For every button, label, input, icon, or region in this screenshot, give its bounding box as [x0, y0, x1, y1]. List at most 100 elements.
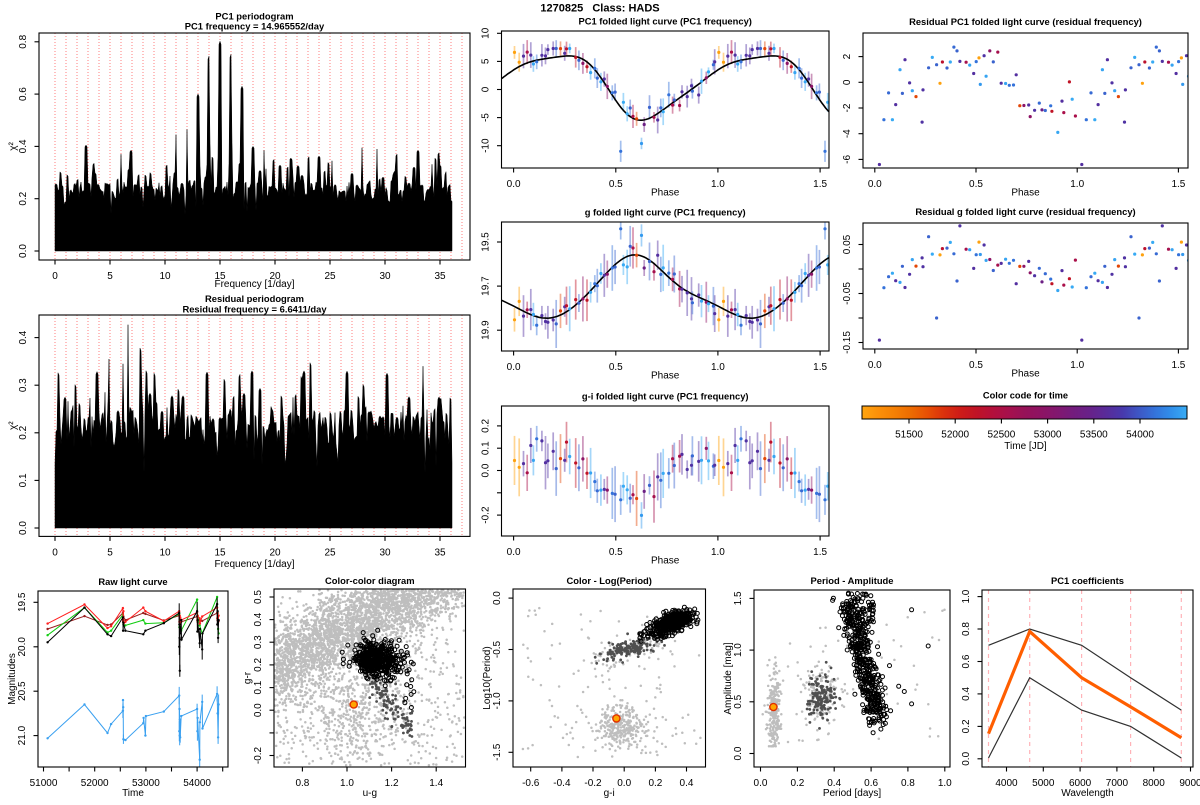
svg-text:0.6: 0.6	[961, 654, 972, 668]
svg-text:-1.0: -1.0	[492, 692, 503, 710]
svg-text:25: 25	[324, 547, 336, 558]
svg-text:Time: Time	[122, 788, 144, 799]
svg-text:0.1: 0.1	[253, 680, 264, 694]
svg-text:-4: -4	[842, 129, 853, 138]
svg-text:0.6: 0.6	[864, 778, 878, 789]
svg-text:1.4: 1.4	[429, 778, 443, 789]
svg-text:Frequency [1/day]: Frequency [1/day]	[214, 279, 294, 290]
svg-text:Color - Log(Period): Color - Log(Period)	[566, 575, 651, 586]
svg-text:30: 30	[379, 547, 391, 558]
svg-text:8000: 8000	[1143, 778, 1166, 789]
svg-text:1.0: 1.0	[711, 362, 725, 373]
svg-text:PC1 folded light curve (PC1 fr: PC1 folded light curve (PC1 frequency)	[578, 16, 751, 27]
svg-text:54000: 54000	[183, 778, 211, 789]
svg-text:54000: 54000	[1126, 430, 1154, 441]
svg-text:0.5: 0.5	[253, 590, 264, 604]
svg-text:0: 0	[52, 271, 58, 282]
svg-text:1.0: 1.0	[711, 179, 725, 190]
svg-text:52500: 52500	[987, 430, 1015, 441]
svg-text:g-i folded light curve (PC1 fr: g-i folded light curve (PC1 frequency)	[582, 391, 749, 402]
svg-text:0.2: 0.2	[961, 719, 972, 733]
svg-text:5: 5	[107, 271, 113, 282]
svg-text:1.0: 1.0	[733, 643, 744, 657]
svg-text:0.0: 0.0	[481, 463, 492, 477]
svg-text:0.0: 0.0	[733, 746, 744, 760]
svg-text:Time [JD]: Time [JD]	[1004, 441, 1047, 452]
svg-text:-0.2: -0.2	[253, 746, 264, 764]
svg-text:19.5: 19.5	[17, 592, 28, 612]
svg-text:Residual g folded light curve: Residual g folded light curve (residual …	[915, 206, 1135, 217]
svg-text:0.0: 0.0	[754, 778, 768, 789]
svg-text:0.2: 0.2	[253, 658, 264, 672]
svg-text:-0.2: -0.2	[584, 778, 602, 789]
svg-text:PC1 periodogram: PC1 periodogram	[215, 11, 293, 22]
svg-text:2: 2	[842, 53, 853, 59]
svg-text:1270825 Class: HADS: 1270825 Class: HADS	[540, 3, 659, 15]
svg-text:15: 15	[214, 271, 226, 282]
svg-text:Raw light curve: Raw light curve	[98, 576, 167, 587]
svg-text:5000: 5000	[1032, 778, 1055, 789]
svg-text:PC1 frequency = 14.965552/day: PC1 frequency = 14.965552/day	[185, 21, 325, 32]
svg-text:0.5: 0.5	[733, 694, 744, 708]
svg-text:0.4: 0.4	[961, 687, 972, 701]
svg-text:10: 10	[159, 547, 171, 558]
svg-text:0.5: 0.5	[609, 179, 623, 190]
svg-text:10: 10	[159, 271, 171, 282]
svg-text:0.1: 0.1	[18, 473, 29, 487]
svg-text:0.8: 0.8	[901, 778, 915, 789]
svg-text:Color-color diagram: Color-color diagram	[325, 575, 415, 586]
svg-text:53000: 53000	[132, 778, 160, 789]
svg-text:51000: 51000	[30, 778, 58, 789]
svg-text:0.4: 0.4	[18, 330, 29, 344]
svg-text:5: 5	[481, 58, 492, 64]
svg-text:0.2: 0.2	[481, 419, 492, 433]
svg-text:0: 0	[842, 79, 853, 85]
svg-text:0.0: 0.0	[492, 591, 503, 605]
svg-text:Residual frequency = 6.6411/da: Residual frequency = 6.6411/day	[182, 303, 327, 314]
svg-text:4000: 4000	[995, 778, 1018, 789]
svg-text:20.5: 20.5	[17, 681, 28, 701]
svg-text:7000: 7000	[1106, 778, 1129, 789]
svg-text:Log10(Period): Log10(Period)	[482, 646, 493, 709]
svg-text:Wavelength: Wavelength	[1061, 788, 1113, 799]
svg-text:0.3: 0.3	[253, 635, 264, 649]
svg-text:0.0: 0.0	[507, 362, 521, 373]
svg-text:0.5: 0.5	[969, 360, 983, 371]
svg-text:0.5: 0.5	[609, 362, 623, 373]
svg-text:0.2: 0.2	[648, 778, 662, 789]
svg-text:53500: 53500	[1080, 430, 1108, 441]
svg-text:0.0: 0.0	[868, 179, 882, 190]
svg-text:0.8: 0.8	[295, 778, 309, 789]
svg-text:5: 5	[107, 547, 113, 558]
svg-text:0.0: 0.0	[507, 547, 521, 558]
svg-text:0.4: 0.4	[18, 139, 29, 153]
svg-text:u-g: u-g	[363, 788, 377, 799]
svg-text:-0.15: -0.15	[842, 331, 853, 354]
svg-text:35: 35	[434, 547, 446, 558]
svg-text:15: 15	[214, 547, 226, 558]
svg-text:35: 35	[434, 271, 446, 282]
svg-text:20: 20	[269, 547, 281, 558]
svg-text:0.0: 0.0	[961, 751, 972, 765]
svg-text:0.0: 0.0	[18, 521, 29, 535]
svg-text:53000: 53000	[1034, 430, 1062, 441]
svg-text:6000: 6000	[1069, 778, 1092, 789]
svg-text:1.5: 1.5	[813, 547, 827, 558]
svg-text:Period [days]: Period [days]	[823, 788, 882, 799]
svg-text:1.0: 1.0	[711, 547, 725, 558]
svg-text:-10: -10	[481, 138, 492, 153]
svg-text:0.0: 0.0	[617, 778, 631, 789]
svg-text:1.5: 1.5	[1171, 179, 1185, 190]
svg-text:0.6: 0.6	[18, 87, 29, 101]
svg-text:20.0: 20.0	[17, 637, 28, 657]
svg-text:g-r: g-r	[243, 671, 254, 684]
svg-text:Frequency [1/day]: Frequency [1/day]	[214, 559, 294, 570]
svg-text:Period - Amplitude: Period - Amplitude	[811, 575, 894, 586]
svg-text:19.5: 19.5	[481, 232, 492, 252]
svg-text:0.0: 0.0	[253, 703, 264, 717]
svg-text:-0.5: -0.5	[492, 640, 503, 658]
svg-text:19.7: 19.7	[481, 276, 492, 296]
svg-text:0.2: 0.2	[18, 191, 29, 205]
svg-text:Magnitudes: Magnitudes	[7, 653, 18, 705]
svg-text:g folded light curve (PC1 freq: g folded light curve (PC1 frequency)	[585, 207, 746, 218]
